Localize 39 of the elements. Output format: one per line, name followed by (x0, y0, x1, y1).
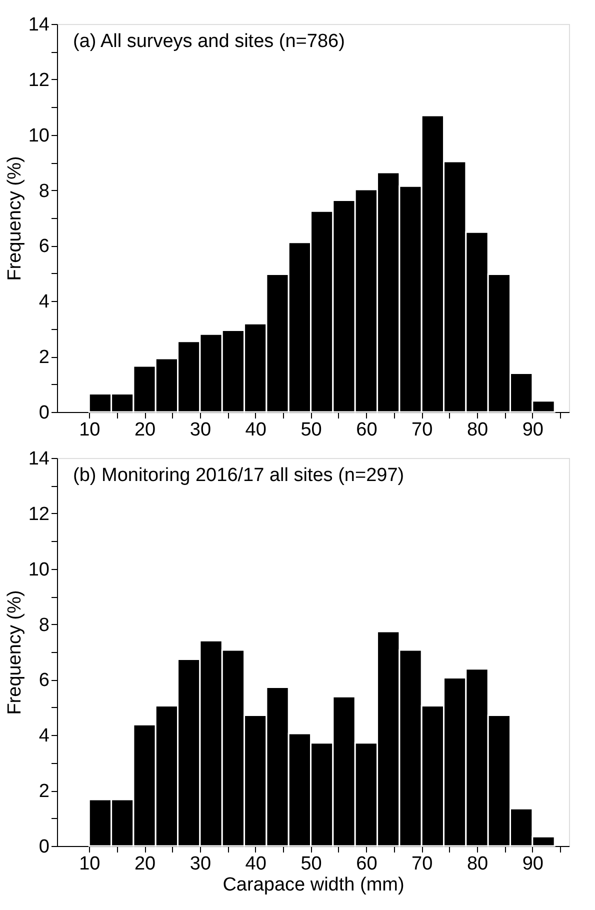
y-tick-label: 0 (38, 836, 50, 858)
y-tick-label: 14 (28, 448, 50, 470)
y-tick-label: 4 (38, 726, 50, 747)
x-tick-label: 40 (245, 854, 266, 874)
y-axis-title: Frequency (%) (4, 156, 26, 281)
chart-title: (b) Monitoring 2016/17 all sites (n=297) (73, 465, 404, 486)
x-tick-label: 70 (412, 420, 433, 440)
y-axis-title: Frequency (%) (4, 590, 26, 715)
x-tick-label: 90 (522, 420, 544, 440)
y-tick-label: 4 (38, 292, 50, 313)
y-tick-label: 8 (38, 180, 50, 202)
x-tick-label: 60 (356, 420, 378, 440)
chart-title: (a) All surveys and sites (n=786) (73, 31, 345, 52)
x-tick-label: 20 (134, 854, 156, 874)
x-tick-label: 50 (300, 854, 322, 874)
y-tick-label: 10 (28, 559, 50, 580)
x-tick-label: 50 (300, 420, 322, 440)
y-tick-label: 6 (38, 236, 50, 258)
x-tick-label: 30 (190, 854, 212, 874)
x-tick-label: 20 (134, 420, 156, 440)
x-tick-label: 60 (356, 854, 378, 874)
y-tick-label: 12 (28, 70, 50, 91)
x-tick-label: 10 (79, 420, 100, 440)
x-tick-label: 30 (190, 420, 212, 440)
y-tick-label: 12 (28, 504, 50, 525)
x-axis-title: Carapace width (mm) (222, 874, 404, 896)
y-tick-label: 14 (28, 14, 50, 36)
x-tick-label: 90 (522, 854, 544, 874)
y-tick-label: 8 (38, 614, 50, 636)
x-tick-label: 80 (466, 420, 488, 440)
y-tick-label: 2 (38, 781, 50, 802)
x-tick-label: 10 (79, 854, 100, 874)
y-tick-label: 2 (38, 347, 50, 368)
y-tick-label: 0 (38, 402, 50, 424)
y-tick-label: 10 (28, 125, 50, 146)
x-tick-label: 80 (466, 854, 488, 874)
y-tick-label: 6 (38, 670, 50, 692)
x-tick-label: 40 (245, 420, 266, 440)
x-tick-label: 70 (412, 854, 433, 874)
